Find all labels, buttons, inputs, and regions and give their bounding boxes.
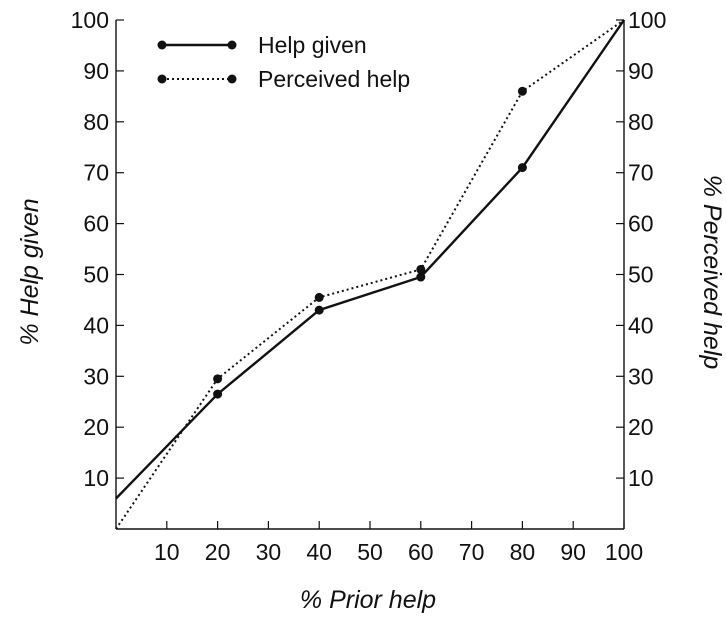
y-tick-label-left: 80 [83, 109, 109, 135]
y-axis-title-left: % Help given [16, 198, 44, 345]
x-tick-label: 90 [560, 539, 586, 565]
data-point [213, 389, 223, 399]
x-tick-label: 80 [510, 539, 536, 565]
legend-marker [157, 74, 167, 84]
x-tick-label: 10 [154, 539, 180, 565]
y-tick-label-left: 40 [83, 312, 109, 338]
y-tick-label-right: 80 [628, 109, 654, 135]
legend-marker [157, 40, 167, 50]
y-tick-label-right: 50 [628, 262, 654, 288]
y-tick-label-right: 10 [628, 465, 654, 491]
y-tick-label-right: 40 [628, 312, 654, 338]
y-tick-label-left: 30 [83, 363, 109, 389]
legend-label: Help given [258, 32, 367, 58]
y-tick-label-right: 100 [628, 7, 666, 33]
y-tick-label-right: 30 [628, 363, 654, 389]
legend: Help given Perceived help [157, 32, 410, 92]
axes [115, 20, 625, 530]
legend-marker [227, 40, 237, 50]
y-tick-label-left: 100 [71, 7, 109, 33]
data-point [517, 86, 527, 96]
y-tick-label-left: 50 [83, 262, 109, 288]
x-tick-label: 50 [357, 539, 383, 565]
data-point [517, 163, 527, 173]
data-point [213, 374, 223, 384]
ticks: 10 20 30 40 50 60 70 80 90 100 10 20 30 40 50 60 70 80 90 1… [71, 7, 667, 565]
data-point [314, 292, 324, 302]
y-axis-title-right: % Perceived help [698, 175, 726, 370]
series-line-help-given [115, 19, 625, 500]
y-tick-label-left: 10 [83, 465, 109, 491]
y-tick-label-right: 70 [628, 160, 654, 186]
x-tick-label: 60 [408, 539, 434, 565]
y-tick-label-right: 60 [628, 211, 654, 237]
y-tick-label-right: 90 [628, 58, 654, 84]
x-tick-label: 100 [605, 539, 643, 565]
y-tick-label-left: 70 [83, 160, 109, 186]
data-point [314, 305, 324, 315]
x-tick-label: 70 [459, 539, 485, 565]
series [115, 19, 625, 530]
x-axis-title: % Prior help [300, 586, 436, 614]
y-tick-label-left: 60 [83, 211, 109, 237]
data-point [416, 264, 426, 274]
legend-marker [227, 74, 237, 84]
y-tick-label-left: 20 [83, 414, 109, 440]
x-tick-label: 30 [256, 539, 282, 565]
legend-label: Perceived help [258, 66, 410, 92]
y-tick-label-left: 90 [83, 58, 109, 84]
series-line-perceived-help [115, 19, 625, 530]
data-point [416, 272, 426, 282]
x-tick-label: 20 [205, 539, 231, 565]
x-tick-label: 40 [306, 539, 332, 565]
y-tick-label-right: 20 [628, 414, 654, 440]
